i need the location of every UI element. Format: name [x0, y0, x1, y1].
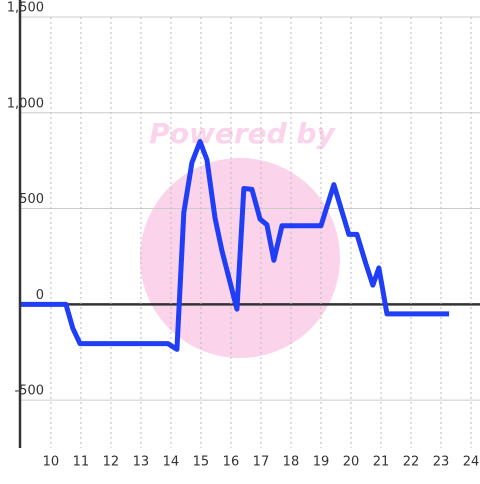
y-tick-label: 0 [36, 288, 44, 303]
y-tick-label: 1,500 [7, 1, 44, 16]
y-tick-label: -500 [14, 384, 44, 399]
x-tick-label: 17 [253, 455, 270, 470]
x-tick-label: 18 [283, 455, 300, 470]
y-tick-label: 1,000 [7, 96, 44, 111]
x-tick-label: 23 [433, 455, 450, 470]
x-tick-label: 12 [103, 455, 120, 470]
watermark: Powered by [149, 117, 336, 150]
x-tick-label: 10 [43, 455, 60, 470]
x-tick-label: 20 [343, 455, 360, 470]
x-tick-label: 11 [73, 455, 90, 470]
x-tick-label: 22 [403, 455, 420, 470]
x-tick-label: 21 [373, 455, 390, 470]
x-tick-label: 15 [193, 455, 210, 470]
x-tick-label: 19 [313, 455, 330, 470]
line [20, 139, 450, 352]
y-tick-label: 500 [19, 192, 44, 207]
plot [20, 139, 450, 352]
x-tick-label: 24 [463, 455, 480, 470]
x-tick-label: 14 [163, 455, 180, 470]
x-tick-label: 13 [133, 455, 150, 470]
x-tick-label: 16 [223, 455, 240, 470]
